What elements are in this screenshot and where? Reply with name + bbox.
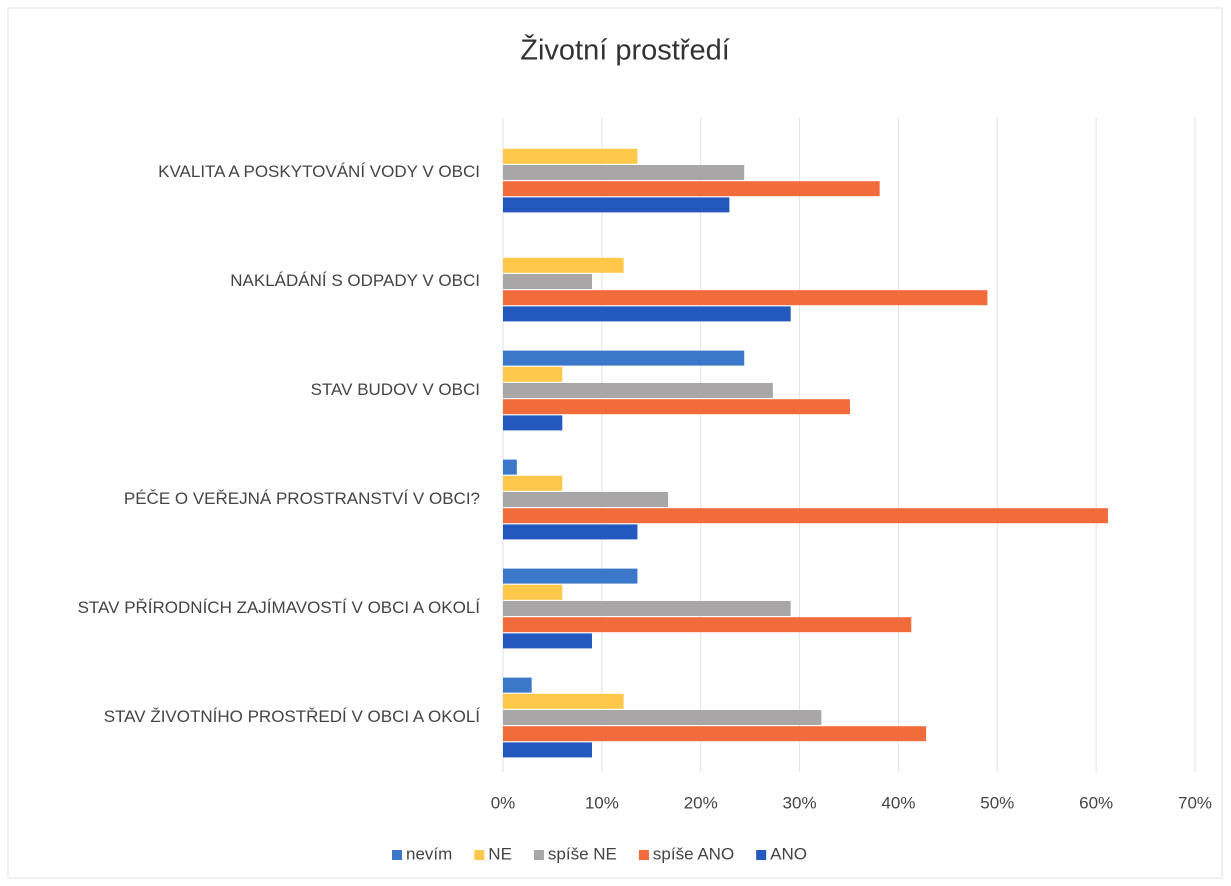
bar xyxy=(503,383,773,398)
x-tick-label: 30% xyxy=(783,793,817,812)
bar xyxy=(503,726,927,742)
bar xyxy=(503,568,638,584)
legend-swatch xyxy=(756,850,767,860)
chart-border xyxy=(7,7,1223,879)
bar xyxy=(503,459,517,475)
chart-title: Životní prostředí xyxy=(520,34,730,67)
bar xyxy=(503,148,638,164)
x-tick-label: 50% xyxy=(980,793,1014,812)
x-tick-label: 60% xyxy=(1079,793,1113,812)
bar xyxy=(503,710,822,725)
y-tick-label: KVALITA A POSKYTOVÁNÍ VODY V OBCI xyxy=(158,162,480,181)
bar xyxy=(503,306,791,322)
bar xyxy=(503,366,563,382)
legend-swatch xyxy=(474,850,485,860)
bar xyxy=(503,165,745,180)
bar xyxy=(503,584,563,600)
bar xyxy=(503,399,850,415)
bar xyxy=(503,350,745,366)
bar xyxy=(503,742,592,758)
bar xyxy=(503,633,592,649)
bar xyxy=(503,492,669,507)
x-tick-label: 70% xyxy=(1178,793,1212,812)
x-tick-label: 10% xyxy=(585,793,619,812)
x-tick-label: 20% xyxy=(684,793,718,812)
bar xyxy=(503,677,532,693)
x-tick-label: 0% xyxy=(491,793,516,812)
bar xyxy=(503,524,638,540)
bar xyxy=(503,257,624,273)
y-tick-label: STAV BUDOV V OBCI xyxy=(311,380,480,399)
bar xyxy=(503,617,912,633)
legend-label: spíše NE xyxy=(548,844,617,863)
y-tick-label: PÉČE O VEŘEJNÁ PROSTRANSTVÍ V OBCI? xyxy=(124,489,480,508)
bar xyxy=(503,197,730,213)
bar xyxy=(503,290,988,306)
legend-swatch xyxy=(638,850,649,860)
legend-swatch xyxy=(392,850,402,860)
y-tick-label: STAV PŘÍRODNÍCH ZAJÍMAVOSTÍ V OBCI A OKO… xyxy=(78,598,481,617)
bar xyxy=(503,274,592,289)
bar xyxy=(503,601,791,616)
legend-label: spíše ANO xyxy=(653,844,734,863)
y-tick-label: STAV ŽIVOTNÍHO PROSTŘEDÍ V OBCI A OKOLÍ xyxy=(104,707,481,726)
x-tick-label: 40% xyxy=(881,793,915,812)
legend-label: nevím xyxy=(406,844,452,863)
legend-label: NE xyxy=(488,844,512,863)
bar xyxy=(503,475,563,491)
legend-swatch xyxy=(533,850,544,860)
legend-label: ANO xyxy=(770,844,807,863)
bar xyxy=(503,181,880,197)
bar xyxy=(503,508,1109,524)
y-tick-label: NAKLÁDÁNÍ S ODPADY V OBCI xyxy=(230,271,480,290)
bar xyxy=(503,693,624,709)
bar xyxy=(503,415,563,431)
